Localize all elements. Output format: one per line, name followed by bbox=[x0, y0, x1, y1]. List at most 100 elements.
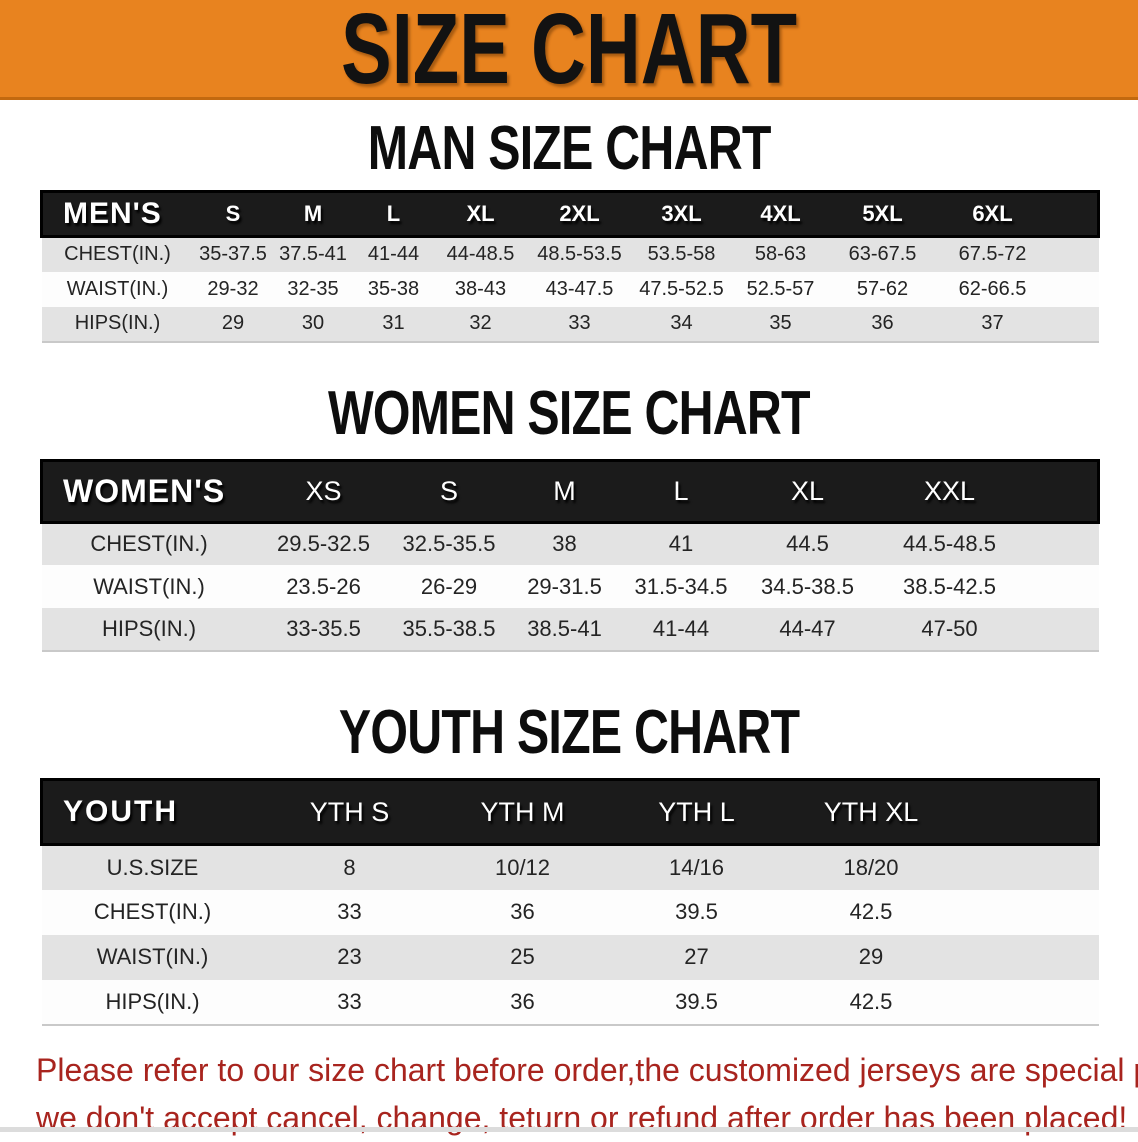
row-label: WAIST(IN.) bbox=[41, 565, 257, 608]
men-header-row: MEN'S S M L XL 2XL 3XL 4XL 5XL 6XL bbox=[40, 190, 1100, 238]
row-label: HIPS(IN.) bbox=[41, 608, 257, 651]
youth-section-heading: YOUTH SIZE CHART bbox=[0, 702, 1138, 764]
table-row: CHEST(IN.) 35-37.5 37.5-41 41-44 44-48.5 48.5… bbox=[41, 236, 1099, 272]
row-label: WAIST(IN.) bbox=[41, 934, 264, 980]
row-filler bbox=[1049, 236, 1099, 272]
table-row: WAIST(IN.) 23 25 27 29 bbox=[41, 934, 1099, 980]
men-corner-label: MEN'S bbox=[40, 190, 194, 238]
row-filler bbox=[1024, 522, 1099, 565]
size-value: 37.5-41 bbox=[272, 236, 354, 272]
size-value: 39.5 bbox=[609, 979, 784, 1025]
size-column-header: XL bbox=[740, 458, 875, 524]
size-value: 29.5-32.5 bbox=[256, 522, 391, 565]
header-filler bbox=[1049, 190, 1100, 238]
size-value: 27 bbox=[609, 934, 784, 980]
size-value: 38.5-42.5 bbox=[874, 565, 1025, 608]
row-label: HIPS(IN.) bbox=[41, 979, 264, 1025]
size-value: 32 bbox=[433, 306, 528, 342]
youth-size-table: YOUTH YTH S YTH M YTH L YTH XL U.S.SIZE 8 10/12… bbox=[40, 778, 1100, 1026]
size-value: 29-31.5 bbox=[507, 565, 622, 608]
row-label: CHEST(IN.) bbox=[41, 236, 194, 272]
women-header-row: WOMEN'S XS S M L XL XXL bbox=[40, 458, 1100, 524]
size-value: 38.5-41 bbox=[507, 608, 622, 651]
size-column-header: M bbox=[507, 458, 622, 524]
size-value: 43-47.5 bbox=[527, 271, 632, 307]
size-value: 48.5-53.5 bbox=[527, 236, 632, 272]
size-value: 38 bbox=[507, 522, 622, 565]
size-column-header: XL bbox=[433, 190, 528, 238]
size-value: 36 bbox=[435, 889, 610, 935]
size-value: 33 bbox=[263, 979, 436, 1025]
size-value: 18/20 bbox=[783, 844, 959, 890]
men-section: MAN SIZE CHART MEN'S S M L XL 2XL 3XL 4XL 5XL 6XL… bbox=[0, 118, 1138, 343]
size-value: 47-50 bbox=[874, 608, 1025, 651]
size-column-header: 6XL bbox=[935, 190, 1050, 238]
size-value: 32-35 bbox=[272, 271, 354, 307]
table-row: HIPS(IN.) 33 36 39.5 42.5 bbox=[41, 979, 1099, 1025]
size-value: 63-67.5 bbox=[829, 236, 936, 272]
size-value: 38-43 bbox=[433, 271, 528, 307]
size-value: 35 bbox=[731, 306, 830, 342]
size-column-header: XXL bbox=[874, 458, 1025, 524]
row-label: WAIST(IN.) bbox=[41, 271, 194, 307]
youth-header-row: YOUTH YTH S YTH M YTH L YTH XL bbox=[40, 778, 1100, 846]
size-value: 44-48.5 bbox=[433, 236, 528, 272]
table-row: CHEST(IN.) 33 36 39.5 42.5 bbox=[41, 889, 1099, 935]
size-value: 31 bbox=[353, 306, 434, 342]
row-filler bbox=[1049, 271, 1099, 307]
row-filler bbox=[1024, 608, 1099, 651]
size-value: 58-63 bbox=[731, 236, 830, 272]
table-row: HIPS(IN.) 33-35.5 35.5-38.5 38.5-41 41-44 44-… bbox=[41, 608, 1099, 651]
size-column-header: 2XL bbox=[527, 190, 632, 238]
size-value: 36 bbox=[829, 306, 936, 342]
size-column-header: 5XL bbox=[829, 190, 936, 238]
header-filler bbox=[1024, 458, 1100, 524]
size-value: 62-66.5 bbox=[935, 271, 1050, 307]
size-value: 34.5-38.5 bbox=[740, 565, 875, 608]
banner-title: SIZE CHART bbox=[341, 0, 797, 105]
size-value: 36 bbox=[435, 979, 610, 1025]
table-row: WAIST(IN.) 29-32 32-35 35-38 38-43 43-47.5 47.… bbox=[41, 271, 1099, 307]
disclaimer-line-2: we don't accept cancel, change, teturn o… bbox=[36, 1099, 1128, 1136]
size-value: 25 bbox=[435, 934, 610, 980]
size-value: 53.5-58 bbox=[631, 236, 732, 272]
size-column-header: YTH XL bbox=[783, 778, 959, 846]
size-value: 41-44 bbox=[621, 608, 741, 651]
size-value: 44.5 bbox=[740, 522, 875, 565]
size-column-header: M bbox=[272, 190, 354, 238]
size-value: 32.5-35.5 bbox=[390, 522, 508, 565]
size-value: 44-47 bbox=[740, 608, 875, 651]
size-value: 41 bbox=[621, 522, 741, 565]
bottom-strip bbox=[0, 1127, 1138, 1132]
row-filler bbox=[1049, 306, 1099, 342]
size-value: 8 bbox=[263, 844, 436, 890]
size-column-header: YTH M bbox=[435, 778, 610, 846]
size-column-header: L bbox=[353, 190, 434, 238]
row-filler bbox=[958, 934, 1099, 980]
youth-heading-text: YOUTH SIZE CHART bbox=[338, 698, 800, 767]
size-column-header: 4XL bbox=[731, 190, 830, 238]
size-column-header: L bbox=[621, 458, 741, 524]
size-column-header: YTH L bbox=[609, 778, 784, 846]
size-value: 47.5-52.5 bbox=[631, 271, 732, 307]
size-column-header: YTH S bbox=[263, 778, 436, 846]
table-row: HIPS(IN.) 29 30 31 32 33 34 35 36 37 bbox=[41, 306, 1099, 342]
size-value: 29-32 bbox=[193, 271, 273, 307]
size-column-header: 3XL bbox=[631, 190, 732, 238]
size-value: 35.5-38.5 bbox=[390, 608, 508, 651]
women-heading-text: WOMEN SIZE CHART bbox=[328, 378, 811, 448]
size-column-header: S bbox=[390, 458, 508, 524]
size-value: 14/16 bbox=[609, 844, 784, 890]
men-heading-text: MAN SIZE CHART bbox=[367, 114, 772, 183]
size-value: 31.5-34.5 bbox=[621, 565, 741, 608]
women-size-table: WOMEN'S XS S M L XL XXL CHEST(IN.) 29.5-32.5 32.5… bbox=[40, 458, 1100, 652]
size-value: 67.5-72 bbox=[935, 236, 1050, 272]
size-value: 37 bbox=[935, 306, 1050, 342]
size-value: 23.5-26 bbox=[256, 565, 391, 608]
row-filler bbox=[958, 844, 1099, 890]
size-value: 42.5 bbox=[783, 979, 959, 1025]
size-value: 57-62 bbox=[829, 271, 936, 307]
row-label: CHEST(IN.) bbox=[41, 889, 264, 935]
table-row: CHEST(IN.) 29.5-32.5 32.5-35.5 38 41 44.5 44.5… bbox=[41, 522, 1099, 565]
size-value: 23 bbox=[263, 934, 436, 980]
